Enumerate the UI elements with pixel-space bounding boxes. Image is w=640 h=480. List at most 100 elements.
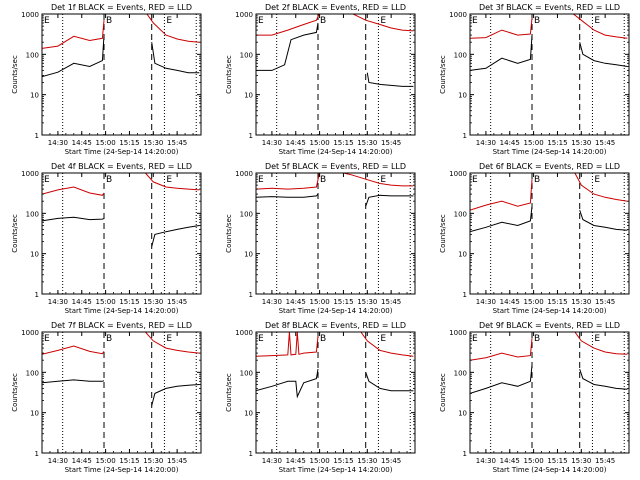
y-axis-label: Counts/sec (225, 214, 233, 253)
y-tick-label: 1 (463, 450, 467, 458)
time-marker-label: B (320, 334, 326, 344)
y-tick-label: 1000 (235, 329, 253, 337)
x-tick-label: 15:45 (381, 139, 401, 147)
x-tick-label: 15:00 (96, 298, 116, 306)
x-tick-label: 15:15 (333, 298, 353, 306)
y-tick-label: 100 (26, 51, 39, 59)
x-tick-label: 14:45 (72, 457, 92, 465)
time-marker-label: E (380, 334, 386, 344)
x-tick-label: 14:45 (72, 298, 92, 306)
time-marker-label: E (258, 16, 264, 26)
y-axis-label: Counts/sec (11, 214, 19, 253)
plot-frame (255, 172, 416, 295)
plot-frame (41, 172, 202, 295)
x-tick-label: 15:30 (571, 298, 591, 306)
x-tick-label: 14:45 (72, 139, 92, 147)
x-tick-label: 15:00 (524, 457, 544, 465)
x-tick-label: 15:15 (119, 139, 139, 147)
x-tick-label: 15:45 (595, 298, 615, 306)
y-tick-label: 1000 (21, 329, 39, 337)
x-axis-label: Start Time (24-Sep-14 14:20:00) (65, 307, 179, 315)
y-tick-label: 10 (244, 92, 253, 100)
chart-title: Det 4f BLACK = Events, RED = LLD (51, 162, 192, 171)
series-lld-line (256, 173, 414, 190)
y-tick-label: 100 (240, 210, 253, 218)
x-axis-label: Start Time (24-Sep-14 14:20:00) (493, 466, 607, 474)
y-tick-label: 100 (26, 369, 39, 377)
series-events-line (470, 206, 533, 233)
time-marker-label: B (106, 16, 112, 26)
series-lld-line (256, 332, 319, 357)
y-tick-label: 10 (458, 251, 467, 259)
x-tick-label: 15:30 (571, 457, 591, 465)
series-events-line (470, 35, 533, 71)
y-tick-label: 1 (249, 291, 253, 299)
y-tick-label: 100 (26, 210, 39, 218)
plot-frame (469, 331, 630, 454)
x-tick-label: 14:45 (500, 139, 520, 147)
series-events-line (365, 372, 414, 392)
series-events-line (579, 368, 628, 390)
x-tick-label: 15:30 (143, 139, 163, 147)
y-tick-label: 1 (35, 291, 39, 299)
x-tick-label: 15:15 (333, 457, 353, 465)
x-tick-label: 14:30 (48, 298, 68, 306)
x-axis-label: Start Time (24-Sep-14 14:20:00) (279, 307, 393, 315)
x-tick-label: 15:15 (547, 457, 567, 465)
y-tick-label: 100 (454, 369, 467, 377)
series-lld-line (42, 186, 105, 196)
x-tick-label: 14:30 (262, 298, 282, 306)
y-axis-label: Counts/sec (439, 214, 447, 253)
y-tick-label: 10 (458, 92, 467, 100)
x-tick-label: 14:30 (48, 457, 68, 465)
chart-title: Det 7f BLACK = Events, RED = LLD (51, 321, 192, 330)
y-axis-label: Counts/sec (225, 55, 233, 94)
y-axis-label: Counts/sec (11, 373, 19, 412)
series-events-line (579, 209, 628, 231)
time-marker-label: E (594, 175, 600, 185)
y-tick-label: 10 (30, 410, 39, 418)
y-tick-label: 100 (240, 369, 253, 377)
time-marker-label: E (472, 175, 478, 185)
time-marker-label: E (166, 175, 172, 185)
chart-title: Det 3f BLACK = Events, RED = LLD (479, 3, 620, 12)
time-marker-label: B (106, 334, 112, 344)
x-axis-label: Start Time (24-Sep-14 14:20:00) (65, 466, 179, 474)
series-lld-line (42, 345, 105, 355)
series-lld-line (574, 173, 628, 202)
y-tick-label: 1 (249, 450, 253, 458)
chart-title: Det 6f BLACK = Events, RED = LLD (479, 162, 620, 171)
x-tick-label: 15:00 (310, 298, 330, 306)
y-tick-label: 1000 (235, 170, 253, 178)
x-tick-label: 14:30 (262, 457, 282, 465)
time-marker-label: B (320, 16, 326, 26)
y-tick-label: 1000 (21, 11, 39, 19)
time-marker-label: B (534, 334, 540, 344)
y-tick-label: 1000 (449, 329, 467, 337)
y-tick-label: 1 (35, 132, 39, 140)
x-tick-label: 15:00 (524, 298, 544, 306)
y-axis-label: Counts/sec (439, 55, 447, 94)
series-lld-line (470, 338, 533, 361)
x-tick-label: 15:45 (595, 139, 615, 147)
series-events-line (365, 194, 414, 207)
y-tick-label: 1000 (235, 11, 253, 19)
time-marker-label: E (166, 16, 172, 26)
x-tick-label: 15:00 (524, 139, 544, 147)
x-axis-label: Start Time (24-Sep-14 14:20:00) (279, 148, 393, 156)
x-tick-label: 14:30 (476, 457, 496, 465)
x-tick-label: 15:15 (333, 139, 353, 147)
chart-title: Det 9f BLACK = Events, RED = LLD (479, 321, 620, 330)
series-events-line (256, 22, 319, 71)
y-tick-label: 10 (30, 251, 39, 259)
series-lld-line (256, 14, 414, 36)
time-marker-label: E (594, 16, 600, 26)
series-events-line (256, 369, 319, 399)
x-tick-label: 15:00 (310, 139, 330, 147)
x-tick-label: 15:45 (167, 139, 187, 147)
